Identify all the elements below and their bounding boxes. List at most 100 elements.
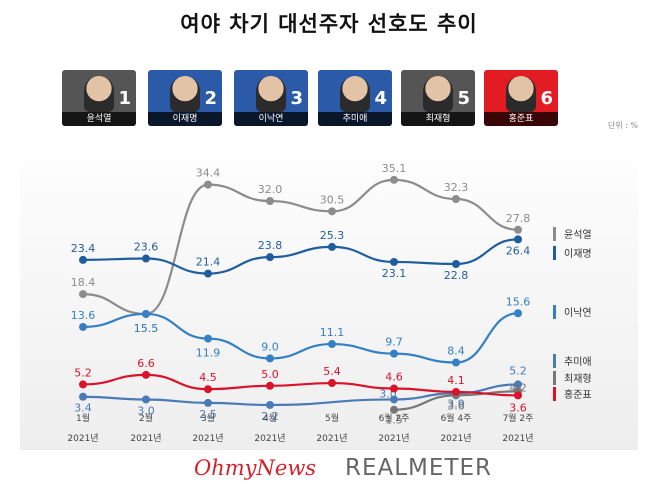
legend-label: 윤석열 bbox=[564, 229, 592, 241]
legend-swatch bbox=[553, 227, 556, 241]
candidate-card: 1 윤석열 bbox=[62, 70, 136, 126]
data-label: 4.2 bbox=[509, 381, 527, 394]
data-label: 21.4 bbox=[196, 256, 221, 269]
data-label: 32.3 bbox=[444, 181, 469, 194]
candidate-card: 4 추미애 bbox=[318, 70, 392, 126]
data-point bbox=[79, 322, 87, 331]
candidate-photo bbox=[84, 76, 114, 112]
data-label: 5.4 bbox=[323, 365, 341, 378]
data-label: 35.1 bbox=[382, 162, 407, 175]
data-label: 3.6 bbox=[447, 399, 465, 412]
legend-swatch bbox=[553, 354, 556, 368]
candidate-photo bbox=[256, 76, 286, 112]
x-tick-year: 2021년 bbox=[378, 433, 409, 444]
data-point bbox=[266, 400, 274, 409]
candidate-photo bbox=[340, 76, 370, 112]
legend-swatch bbox=[553, 371, 556, 385]
candidate-photo bbox=[423, 76, 453, 112]
data-point bbox=[328, 379, 336, 388]
data-point bbox=[452, 358, 460, 367]
data-label: 23.8 bbox=[258, 239, 283, 252]
x-tick-label: 6월 2주 bbox=[379, 412, 410, 424]
data-point bbox=[514, 225, 522, 234]
legend-swatch bbox=[553, 305, 556, 319]
data-point bbox=[328, 242, 336, 251]
data-point bbox=[328, 340, 336, 349]
candidate-name: 최재형 bbox=[401, 112, 475, 126]
x-tick-year: 2021년 bbox=[440, 433, 471, 444]
data-label: 13.6 bbox=[71, 309, 96, 322]
data-point bbox=[452, 195, 460, 203]
data-point bbox=[514, 391, 522, 400]
data-point bbox=[266, 197, 274, 206]
data-label: 4.6 bbox=[385, 371, 403, 384]
series-line bbox=[82, 178, 519, 316]
x-tick-year: 2021년 bbox=[67, 433, 98, 444]
data-label: 3.6 bbox=[509, 401, 527, 414]
data-label: 5.0 bbox=[261, 368, 279, 381]
data-label: 15.5 bbox=[134, 322, 159, 335]
legend-label: 이재명 bbox=[564, 248, 592, 260]
data-point bbox=[142, 395, 150, 404]
data-point bbox=[266, 381, 274, 390]
x-tick-year: 2021년 bbox=[316, 433, 347, 444]
legend-swatch bbox=[553, 246, 556, 260]
x-tick-year: 2021년 bbox=[130, 433, 161, 444]
footer: OhmyNews REALMETER bbox=[0, 450, 658, 492]
x-tick-label: 4월 bbox=[263, 412, 277, 424]
data-label: 2.5 bbox=[199, 408, 217, 421]
data-label: 18.4 bbox=[71, 276, 96, 289]
data-label: 2.2 bbox=[261, 410, 279, 423]
x-tick-label: 6월 4주 bbox=[441, 412, 472, 424]
data-label: 27.8 bbox=[506, 212, 531, 225]
candidate-number: 1 bbox=[118, 88, 131, 109]
candidate-card: 6 홍준표 bbox=[484, 70, 558, 126]
data-point bbox=[514, 380, 522, 389]
data-label: 30.5 bbox=[320, 193, 345, 206]
x-tick-label: 2월 bbox=[139, 412, 153, 424]
data-point bbox=[204, 334, 212, 343]
data-label: 26.4 bbox=[506, 244, 531, 257]
data-label: 4.5 bbox=[199, 371, 217, 384]
data-label: 23.1 bbox=[382, 267, 407, 280]
data-point bbox=[328, 207, 336, 216]
chart-panel: 18.4 15.5 34.4 32.0 30.5 35.1 32.3 27.8 23.4 23.6… bbox=[20, 130, 638, 450]
data-label: 11.9 bbox=[196, 347, 221, 360]
realmeter-logo: REALMETER bbox=[345, 455, 492, 481]
series-line bbox=[82, 373, 519, 397]
data-point bbox=[390, 175, 398, 184]
unit-label: 단위 : % bbox=[607, 121, 638, 130]
legend-swatch bbox=[553, 387, 556, 401]
data-point bbox=[390, 405, 398, 414]
data-label: 8.4 bbox=[447, 345, 465, 358]
x-tick-year: 2021년 bbox=[502, 433, 533, 444]
data-point bbox=[142, 309, 150, 318]
legend-label: 홍준표 bbox=[564, 388, 592, 401]
data-label: 23.6 bbox=[134, 241, 159, 254]
data-point bbox=[390, 349, 398, 358]
data-label: 32.0 bbox=[258, 183, 283, 196]
candidate-name: 윤석열 bbox=[62, 112, 136, 126]
legend-label: 이낙연 bbox=[564, 307, 592, 319]
data-point bbox=[390, 384, 398, 393]
data-point bbox=[204, 398, 212, 407]
data-point bbox=[79, 255, 87, 264]
candidate-card: 5 최재형 bbox=[401, 70, 475, 126]
data-label: 15.5 bbox=[134, 322, 159, 335]
data-label: 6.6 bbox=[137, 357, 155, 370]
data-label: 3.0 bbox=[137, 404, 155, 417]
data-label: 1.5 bbox=[385, 414, 403, 427]
data-point bbox=[514, 235, 522, 244]
data-label: 23.4 bbox=[71, 242, 96, 255]
data-point bbox=[390, 257, 398, 266]
candidate-number: 5 bbox=[457, 88, 470, 109]
data-point bbox=[79, 392, 87, 401]
x-tick-label: 7월 2주 bbox=[503, 412, 534, 424]
data-label: 11.1 bbox=[320, 326, 345, 339]
candidate-card: 3 이낙연 bbox=[234, 70, 308, 126]
data-label: 5.2 bbox=[509, 364, 527, 377]
data-point bbox=[142, 370, 150, 379]
candidate-name: 이낙연 bbox=[234, 112, 308, 126]
legend-label: 추미애 bbox=[564, 356, 592, 368]
candidate-card: 2 이재명 bbox=[148, 70, 222, 126]
